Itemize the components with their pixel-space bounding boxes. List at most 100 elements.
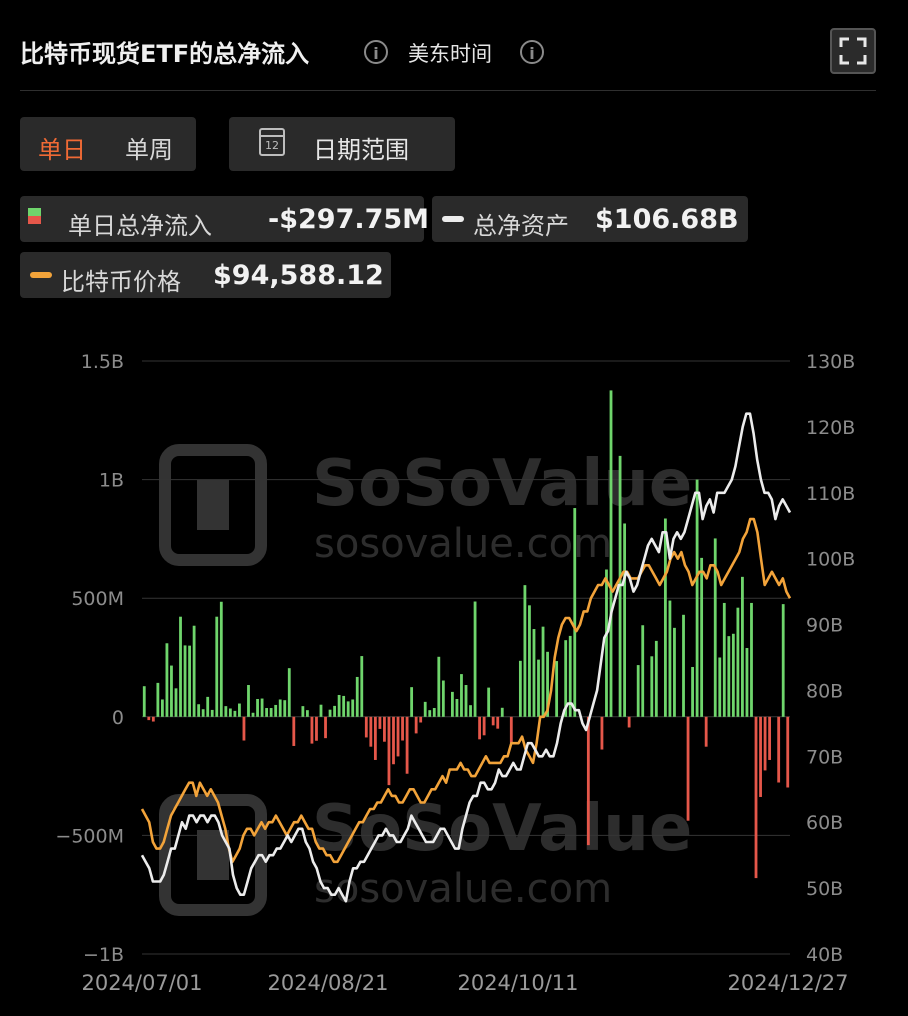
inflow-bar[interactable] bbox=[170, 665, 173, 717]
inflow-bar[interactable] bbox=[500, 707, 504, 717]
legend-inflow[interactable]: 单日总净流入 -$297.75M bbox=[20, 196, 429, 242]
inflow-bar[interactable] bbox=[777, 716, 781, 783]
inflow-bar[interactable] bbox=[383, 716, 386, 742]
inflow-bar[interactable] bbox=[478, 716, 481, 740]
inflow-bar[interactable] bbox=[301, 706, 305, 717]
inflow-bar[interactable] bbox=[786, 716, 790, 788]
inflow-bar[interactable] bbox=[210, 709, 214, 717]
inflow-bar[interactable] bbox=[373, 716, 377, 760]
inflow-bar[interactable] bbox=[722, 602, 726, 717]
inflow-bar[interactable] bbox=[473, 601, 477, 717]
inflow-bar[interactable] bbox=[741, 576, 744, 717]
inflow-bar[interactable] bbox=[188, 645, 191, 717]
inflow-bar[interactable] bbox=[337, 694, 341, 717]
inflow-bar[interactable] bbox=[432, 708, 436, 717]
inflow-bar[interactable] bbox=[673, 627, 676, 717]
inflow-bar[interactable] bbox=[215, 616, 219, 717]
inflow-bar[interactable] bbox=[287, 668, 291, 717]
inflow-bar[interactable] bbox=[165, 643, 169, 717]
inflow-bar[interactable] bbox=[228, 708, 232, 717]
btc-price-line[interactable] bbox=[140, 517, 792, 864]
date-range-button[interactable]: 12 日期范围 bbox=[229, 117, 455, 171]
inflow-bar[interactable] bbox=[414, 716, 418, 734]
inflow-bar[interactable] bbox=[713, 538, 717, 717]
inflow-bar[interactable] bbox=[192, 625, 196, 717]
inflow-bar[interactable] bbox=[160, 699, 164, 717]
inflow-bar[interactable] bbox=[695, 479, 699, 717]
inflow-bar[interactable] bbox=[564, 640, 568, 717]
inflow-bar[interactable] bbox=[428, 710, 432, 717]
inflow-bar[interactable] bbox=[401, 716, 404, 741]
inflow-bar[interactable] bbox=[423, 701, 427, 717]
inflow-bar[interactable] bbox=[151, 716, 155, 722]
inflow-bar[interactable] bbox=[333, 705, 336, 717]
inflow-bar[interactable] bbox=[532, 629, 536, 717]
tab-weekly[interactable]: 单周 bbox=[125, 136, 173, 164]
inflow-bar[interactable] bbox=[759, 716, 762, 797]
inflow-bar[interactable] bbox=[242, 716, 246, 741]
inflow-bar[interactable] bbox=[482, 716, 486, 736]
inflow-bar[interactable] bbox=[405, 716, 409, 774]
inflow-bar[interactable] bbox=[768, 716, 772, 760]
inflow-bar[interactable] bbox=[528, 605, 531, 717]
inflow-bar[interactable] bbox=[546, 651, 549, 717]
inflow-bar[interactable] bbox=[691, 666, 694, 717]
inflow-bar[interactable] bbox=[736, 607, 740, 717]
inflow-bars[interactable] bbox=[142, 390, 790, 879]
legend-price[interactable]: 比特币价格 $94,588.12 bbox=[20, 252, 391, 298]
inflow-bar[interactable] bbox=[668, 600, 672, 717]
inflow-bar[interactable] bbox=[201, 709, 205, 717]
inflow-bar[interactable] bbox=[731, 633, 735, 717]
inflow-bar[interactable] bbox=[663, 518, 667, 717]
inflow-bar[interactable] bbox=[410, 687, 414, 717]
inflow-bar[interactable] bbox=[156, 682, 160, 717]
inflow-bar[interactable] bbox=[491, 716, 495, 726]
inflow-bar[interactable] bbox=[274, 704, 278, 717]
inflow-bar[interactable] bbox=[369, 716, 373, 747]
inflow-bar[interactable] bbox=[238, 703, 241, 717]
inflow-bar[interactable] bbox=[700, 557, 704, 717]
inflow-bar[interactable] bbox=[541, 626, 545, 717]
inflow-bar[interactable] bbox=[256, 699, 259, 717]
inflow-bar[interactable] bbox=[627, 716, 631, 728]
inflow-bar[interactable] bbox=[233, 710, 237, 717]
inflow-bar[interactable] bbox=[750, 602, 753, 717]
inflow-bar[interactable] bbox=[437, 656, 441, 717]
total-assets-line[interactable] bbox=[140, 412, 792, 903]
inflow-bar[interactable] bbox=[518, 660, 522, 717]
inflow-bar[interactable] bbox=[260, 698, 264, 717]
inflow-bar[interactable] bbox=[523, 585, 527, 717]
inflow-bar[interactable] bbox=[496, 716, 500, 729]
inflow-bar[interactable] bbox=[392, 716, 395, 765]
inflow-bar[interactable] bbox=[219, 601, 223, 717]
series-lines[interactable] bbox=[140, 412, 792, 903]
inflow-bar[interactable] bbox=[351, 699, 355, 717]
inflow-bar[interactable] bbox=[451, 691, 454, 717]
fullscreen-button[interactable] bbox=[830, 28, 876, 74]
tab-daily[interactable]: 单日 bbox=[38, 136, 86, 164]
inflow-bar[interactable] bbox=[305, 710, 309, 717]
inflow-bar[interactable] bbox=[179, 616, 182, 717]
inflow-bar[interactable] bbox=[396, 716, 400, 757]
inflow-bar[interactable] bbox=[283, 700, 287, 717]
inflow-bar[interactable] bbox=[618, 455, 622, 717]
inflow-bar[interactable] bbox=[206, 696, 210, 717]
inflow-bar[interactable] bbox=[745, 648, 749, 717]
inflow-bar[interactable] bbox=[623, 523, 627, 717]
inflow-bar[interactable] bbox=[346, 701, 350, 717]
inflow-bar[interactable] bbox=[247, 685, 250, 717]
inflow-bar[interactable] bbox=[682, 614, 685, 717]
inflow-bar[interactable] bbox=[455, 699, 459, 717]
legend-assets[interactable]: 总净资产 $106.68B bbox=[432, 196, 748, 242]
inflow-bar[interactable] bbox=[718, 657, 722, 717]
inflow-bar[interactable] bbox=[464, 685, 468, 717]
inflow-bar[interactable] bbox=[387, 716, 391, 786]
inflow-bar[interactable] bbox=[555, 661, 559, 717]
inflow-bar[interactable] bbox=[251, 712, 255, 717]
inflow-bar[interactable] bbox=[763, 716, 767, 771]
inflow-bar[interactable] bbox=[537, 659, 540, 717]
inflow-bar[interactable] bbox=[650, 656, 654, 717]
inflow-bar[interactable] bbox=[419, 716, 423, 723]
inflow-bar[interactable] bbox=[568, 635, 572, 717]
inflow-bar[interactable] bbox=[292, 716, 296, 746]
